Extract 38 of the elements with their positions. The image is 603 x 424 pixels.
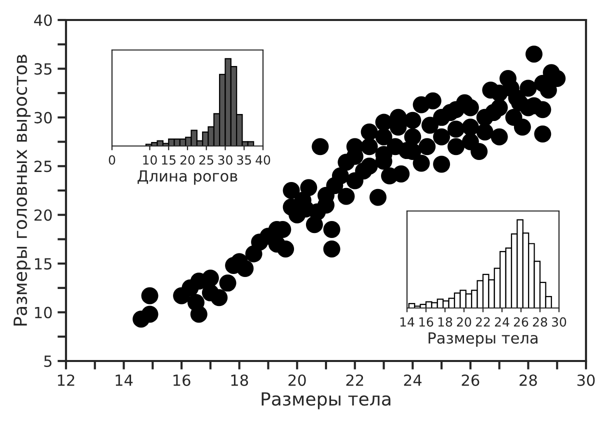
y-tick-label: 30 — [34, 112, 52, 124]
x-tick-label: 18 — [231, 374, 248, 386]
y-tick-label: 20 — [34, 209, 52, 221]
x-axis-title: Длина рогов — [138, 170, 238, 185]
x-tick-label: 0 — [108, 155, 116, 165]
x-tick-label: 12 — [58, 374, 74, 386]
x-tick-label: 25 — [199, 155, 214, 165]
x-tick-label: 10 — [143, 155, 157, 165]
x-tick-label: 24 — [404, 374, 422, 386]
y-tick-label: 35 — [34, 63, 52, 75]
x-tick-label: 20 — [288, 374, 306, 386]
x-tick-label: 16 — [174, 374, 190, 386]
x-tick-label: 30 — [552, 317, 566, 327]
x-tick-label: 30 — [577, 374, 595, 386]
x-tick-label: 15 — [162, 155, 176, 165]
x-tick-label: 30 — [218, 155, 232, 165]
x-tick-label: 22 — [476, 317, 490, 327]
x-tick-label: 24 — [494, 317, 510, 327]
y-axis-title: Размеры головных выростов — [14, 54, 31, 326]
x-axis-title: Размеры тела — [262, 392, 390, 410]
x-tick-label: 18 — [438, 317, 452, 327]
y-tick-label: 40 — [34, 14, 52, 26]
x-tick-label: 14 — [400, 317, 414, 327]
x-tick-label: 22 — [346, 374, 364, 386]
x-tick-label: 26 — [514, 317, 528, 327]
x-tick-label: 40 — [256, 155, 270, 165]
y-tick-label: 15 — [35, 258, 52, 270]
y-tick-label: 5 — [44, 356, 52, 368]
y-tick-label: 10 — [35, 306, 52, 318]
x-axis-title: Размеры тела — [428, 332, 538, 347]
x-tick-label: 20 — [456, 317, 472, 327]
x-tick-label: 20 — [180, 155, 195, 165]
x-tick-label: 28 — [520, 374, 537, 386]
x-tick-label: 26 — [462, 374, 480, 386]
x-tick-label: 28 — [532, 317, 548, 327]
x-tick-label: 16 — [419, 317, 434, 327]
x-tick-label: 35 — [237, 155, 251, 165]
x-tick-label: 14 — [116, 374, 133, 386]
